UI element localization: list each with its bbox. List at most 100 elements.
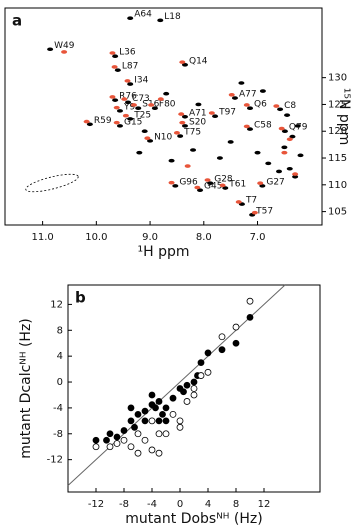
- peak: [252, 211, 258, 215]
- peak-label: R59: [94, 116, 112, 126]
- x-axis-label: mutant Dobsᴺᴴ (Hz): [125, 511, 262, 525]
- panel-label: b: [75, 289, 86, 307]
- peak-label: A77: [239, 90, 257, 100]
- x-tick-label: 4: [205, 499, 211, 510]
- peak: [273, 104, 279, 108]
- peak-label: Q14: [189, 56, 208, 66]
- point: [163, 405, 169, 411]
- y-tick-label: -12: [47, 455, 63, 466]
- peak-label: T97: [218, 108, 236, 118]
- peak-label: L87: [122, 62, 138, 72]
- x-tick-label: 11.0: [31, 232, 53, 243]
- plot-frame: [5, 8, 322, 225]
- peak-label: C73: [132, 94, 150, 104]
- peak: [228, 140, 234, 144]
- point: [114, 440, 120, 446]
- peak: [136, 151, 142, 155]
- peak: [209, 111, 215, 115]
- y-axis-label: mutant Dcalcᴺᴴ (Hz): [18, 318, 34, 459]
- point: [219, 334, 225, 340]
- peak: [163, 92, 169, 96]
- peak: [125, 79, 131, 83]
- point: [233, 324, 239, 330]
- x-tick-label: 10.0: [85, 232, 107, 243]
- point: [233, 340, 239, 346]
- x-tick-label: -8: [119, 499, 129, 510]
- x-tick-label: 7.0: [250, 232, 266, 243]
- peak: [190, 148, 196, 152]
- peak: [244, 125, 250, 129]
- point: [156, 418, 162, 424]
- peak: [284, 113, 290, 117]
- peak: [142, 129, 148, 133]
- point: [135, 411, 141, 417]
- peak-label: W49: [54, 41, 75, 51]
- peak: [121, 97, 127, 101]
- peak: [217, 156, 223, 160]
- peak: [169, 181, 175, 185]
- peak: [158, 97, 164, 101]
- peak-label: A64: [134, 10, 152, 20]
- point: [191, 379, 197, 385]
- point: [191, 386, 197, 392]
- y-tick-label: -8: [53, 429, 63, 440]
- point: [114, 434, 120, 440]
- point: [156, 398, 162, 404]
- point: [156, 450, 162, 456]
- peak-label: S20: [189, 117, 206, 127]
- peak: [109, 95, 115, 99]
- peak: [205, 178, 211, 182]
- point: [191, 392, 197, 398]
- y-tick-label: 130: [328, 73, 347, 84]
- point: [121, 428, 127, 434]
- point: [177, 424, 183, 430]
- peak: [135, 106, 141, 110]
- peak: [178, 112, 184, 116]
- x-tick-label: 9.0: [142, 232, 158, 243]
- peak: [276, 170, 282, 174]
- peak: [295, 124, 301, 128]
- point: [219, 347, 225, 353]
- point: [160, 411, 166, 417]
- point: [163, 418, 169, 424]
- peak-label: A71: [189, 108, 207, 118]
- peak: [131, 103, 137, 107]
- peak-label: G28: [214, 175, 233, 185]
- peak: [279, 127, 285, 131]
- x-axis-label: ¹H ppm: [137, 244, 189, 260]
- peak: [127, 16, 133, 20]
- x-tick-label: -4: [147, 499, 157, 510]
- peak: [232, 96, 238, 100]
- peak-label: C8: [284, 101, 296, 111]
- point: [93, 437, 99, 443]
- point: [107, 444, 113, 450]
- peak: [185, 164, 191, 168]
- peak: [114, 121, 120, 125]
- point: [121, 437, 127, 443]
- figure: a11.010.09.08.07.0105110115120125130¹H p…: [0, 0, 352, 525]
- peak-label: T75: [183, 128, 201, 138]
- y-tick-label: 4: [57, 351, 63, 362]
- point: [149, 392, 155, 398]
- x-tick-label: 12: [258, 499, 271, 510]
- peak: [265, 162, 271, 166]
- peak: [115, 68, 121, 72]
- peak-label: T7: [245, 196, 257, 206]
- peak: [125, 101, 131, 105]
- point: [181, 389, 187, 395]
- peak: [123, 114, 129, 118]
- peak-label: I34: [134, 76, 148, 86]
- peak-label: T25: [133, 110, 151, 120]
- peak: [281, 151, 287, 155]
- point: [184, 382, 190, 388]
- x-tick-label: -12: [88, 499, 104, 510]
- peak: [298, 154, 304, 158]
- point: [170, 395, 176, 401]
- peak: [47, 47, 53, 51]
- y-tick-label: 115: [328, 153, 347, 164]
- peak: [287, 137, 293, 141]
- y-tick-label: 0: [57, 377, 63, 388]
- peak: [277, 107, 283, 111]
- peak: [260, 89, 266, 93]
- peak: [238, 81, 244, 85]
